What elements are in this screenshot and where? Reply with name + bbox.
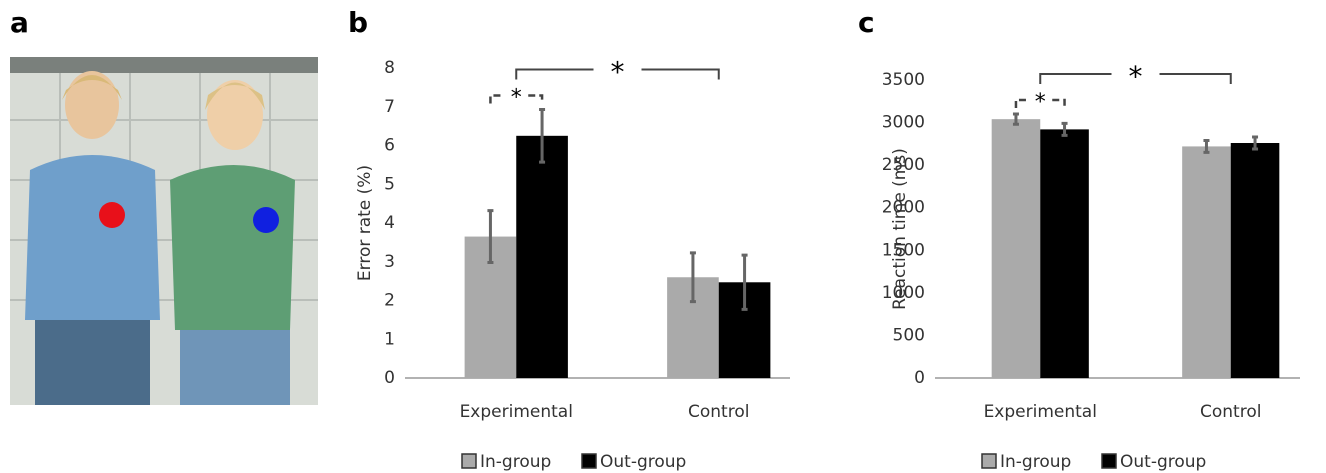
panel-label: b — [348, 6, 368, 39]
y-tick-label: 1 — [384, 329, 395, 349]
legend-swatch — [462, 454, 476, 468]
y-tick-label: 0 — [384, 368, 395, 388]
legend-swatch — [582, 454, 596, 468]
significance-star: * — [1129, 60, 1143, 93]
avatar-shirt — [25, 155, 160, 320]
avatar-jeans — [35, 320, 150, 405]
legend-label: In-group — [480, 452, 551, 472]
y-tick-label: 3 — [384, 252, 395, 272]
y-tick-label: 0 — [914, 368, 925, 388]
y-tick-label: 500 — [893, 325, 925, 345]
y-tick-label: 3000 — [882, 113, 925, 133]
y-tick-label: 6 — [384, 136, 395, 156]
bar — [1040, 129, 1089, 378]
legend-label: Out-group — [1120, 452, 1206, 472]
panel-label: a — [10, 6, 29, 39]
legend-swatch — [982, 454, 996, 468]
avatar-head — [65, 71, 119, 139]
avatar-image — [10, 57, 318, 405]
x-tick-label: Experimental — [984, 402, 1097, 422]
y-axis-label: Error rate (%) — [355, 165, 375, 281]
bar — [516, 136, 568, 378]
legend-swatch — [1102, 454, 1116, 468]
group-marker — [253, 207, 279, 233]
wall-trim — [10, 57, 318, 73]
significance-star: * — [511, 85, 522, 110]
y-tick-label: 7 — [384, 97, 395, 117]
x-tick-label: Control — [688, 402, 749, 422]
y-tick-label: 3500 — [882, 70, 925, 90]
group-marker — [99, 202, 125, 228]
x-tick-label: Control — [1200, 402, 1261, 422]
page: a b c 0 1 2 3 4 5 6 7 8 Error rate (%) Experimenta… — [0, 0, 1326, 473]
significance-star: * — [1035, 90, 1046, 115]
y-tick-label: 8 — [384, 58, 395, 78]
panel-label: c — [858, 6, 875, 39]
avatar-jeans — [180, 330, 290, 405]
bar — [992, 119, 1041, 378]
bar — [1182, 146, 1231, 378]
significance-star: * — [611, 55, 625, 88]
avatar-shirt — [170, 165, 295, 330]
y-axis-label: Reaction time (ms) — [890, 148, 910, 310]
y-tick-label: 4 — [384, 213, 395, 233]
figure: a b c 0 1 2 3 4 5 6 7 8 Error rate (%) Experimenta… — [0, 0, 1326, 473]
y-tick-label: 5 — [384, 174, 395, 194]
legend-label: Out-group — [600, 452, 686, 472]
bar — [1231, 143, 1280, 378]
x-tick-label: Experimental — [460, 402, 573, 422]
legend-label: In-group — [1000, 452, 1071, 472]
y-tick-label: 2 — [384, 291, 395, 311]
